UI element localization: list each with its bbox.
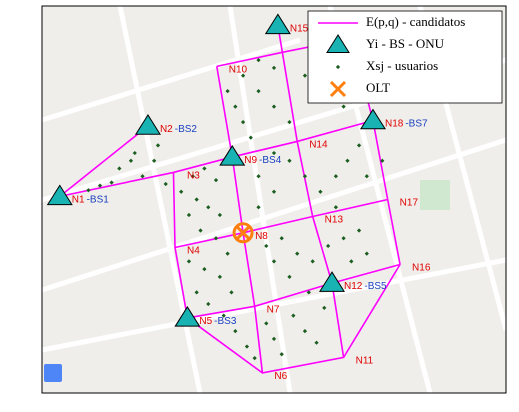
node-name: N7	[267, 304, 280, 315]
node-name: N11	[356, 355, 374, 366]
node-name: N5	[199, 316, 212, 327]
node-label: N17	[400, 197, 419, 208]
node-name: N9	[244, 155, 257, 166]
node-label: N1-BS1	[72, 194, 109, 205]
node-tag: -BS2	[175, 124, 198, 135]
legend-label: Xsj - usuarios	[366, 58, 438, 73]
node-name: N10	[229, 64, 248, 75]
node-name: N16	[412, 262, 431, 273]
legend: E(p,q) - candidatos Yi - BS - ONU Xsj - us…	[308, 11, 502, 103]
legend-label: Yi - BS - ONU	[366, 36, 445, 51]
node-name: N15	[290, 23, 309, 34]
node-name: N4	[187, 245, 200, 256]
node-label: N10	[229, 64, 248, 75]
node-label: N6	[274, 371, 287, 382]
node-name: N13	[325, 214, 344, 225]
node-tag: -BS3	[214, 316, 237, 327]
page: N1-BS1 N2-BS2 N3 N4 N5-BS3 N6 N7 N8 N9-BS4 N10 N11…	[0, 0, 519, 412]
node-tag: -BS4	[259, 155, 282, 166]
node-tag: -BS1	[87, 194, 110, 205]
node-tag: -BS5	[364, 281, 387, 292]
node-label: N16	[412, 262, 431, 273]
node-name: N1	[72, 194, 85, 205]
node-name: N14	[309, 139, 328, 150]
node-name: N17	[400, 197, 419, 208]
node-label: N9-BS4	[244, 155, 281, 166]
node-name: N2	[160, 124, 173, 135]
node-name: N3	[187, 170, 200, 181]
node-label: N14	[309, 139, 328, 150]
node-tag: -BS7	[405, 118, 428, 129]
node-label: N12-BS5	[344, 281, 387, 292]
node-name: N6	[274, 371, 287, 382]
node-label: N2-BS2	[160, 124, 197, 135]
node-label: N13	[325, 214, 344, 225]
node-name: N12	[344, 281, 363, 292]
node-name: N18	[385, 118, 404, 129]
legend-label: OLT	[366, 80, 390, 95]
node-label: N18-BS7	[385, 118, 428, 129]
node-label: N5-BS3	[199, 316, 236, 327]
node-label: N15	[290, 23, 309, 34]
node-name: N8	[255, 230, 268, 241]
node-label: N4	[187, 245, 200, 256]
node-label: N8	[255, 230, 268, 241]
node-label: N7	[267, 304, 280, 315]
node-label: N11	[356, 355, 374, 366]
node-label: N3	[187, 170, 200, 181]
legend-label: E(p,q) - candidatos	[366, 14, 465, 29]
chart: N1-BS1 N2-BS2 N3 N4 N5-BS3 N6 N7 N8 N9-BS4 N10 N11…	[0, 0, 519, 412]
